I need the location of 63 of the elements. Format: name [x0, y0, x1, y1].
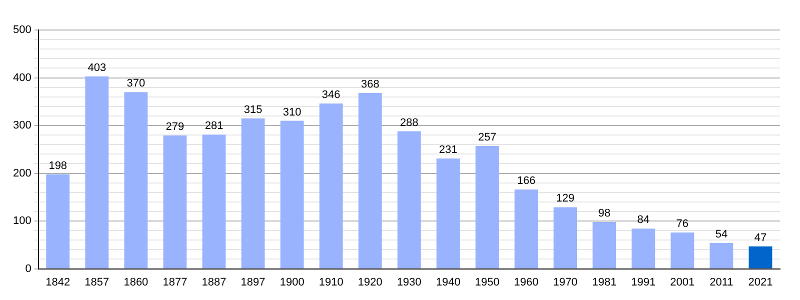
x-tick-label: 1877 [162, 276, 188, 288]
data-label: 54 [715, 228, 728, 241]
bar [592, 222, 616, 268]
x-tick-label: 1910 [318, 276, 344, 288]
y-tick-label: 300 [12, 120, 32, 132]
data-label: 315 [244, 104, 262, 116]
data-label: 231 [439, 144, 458, 156]
y-tick-label: 500 [12, 24, 32, 36]
data-label: 198 [48, 160, 68, 172]
data-label: 403 [88, 62, 106, 74]
data-label: 310 [282, 106, 302, 118]
x-tick-label: 1920 [358, 276, 382, 288]
bar [554, 207, 578, 268]
y-tick-label: 400 [12, 72, 32, 84]
y-tick-label: 0 [25, 262, 32, 275]
data-label: 84 [637, 214, 650, 226]
bar [436, 158, 460, 268]
x-tick-label: 1860 [124, 276, 148, 288]
x-tick-label: 1857 [84, 276, 110, 288]
x-tick-label: 1940 [436, 276, 460, 288]
bar [280, 120, 304, 268]
bar [397, 131, 421, 268]
bar [670, 232, 694, 268]
data-label: 98 [598, 208, 610, 220]
data-label: 368 [360, 78, 380, 91]
data-label: 279 [166, 121, 184, 134]
bar [710, 243, 734, 268]
bar [124, 92, 148, 268]
x-tick-label: 1900 [280, 276, 304, 288]
data-label: 47 [754, 232, 767, 244]
x-tick-label: 1930 [396, 276, 422, 288]
bar [163, 136, 187, 268]
x-tick-label: 1991 [631, 276, 656, 288]
x-tick-label: 2001 [670, 276, 695, 288]
bar [202, 134, 226, 268]
x-tick-label: 1897 [240, 276, 266, 288]
x-tick-label: 1842 [46, 276, 70, 288]
data-label: 257 [478, 132, 496, 144]
y-tick-label: 200 [12, 167, 32, 180]
data-label: 288 [400, 116, 418, 129]
x-tick-label: 1970 [553, 276, 578, 288]
bar [514, 190, 538, 268]
y-tick-label: 100 [12, 215, 32, 228]
x-tick-label: 1887 [202, 276, 226, 288]
bar [319, 104, 343, 268]
data-label: 129 [556, 192, 574, 205]
x-tick-label: 2021 [748, 276, 773, 288]
bar [358, 93, 382, 268]
bar [85, 76, 109, 268]
bar [241, 118, 265, 268]
data-label: 166 [517, 175, 536, 188]
bar [476, 146, 499, 268]
x-tick-label: 1981 [592, 276, 617, 288]
data-label: 76 [676, 218, 689, 230]
bar [46, 174, 70, 268]
x-tick-label: 2011 [710, 276, 734, 288]
data-label: 281 [204, 120, 224, 132]
data-label: 370 [126, 78, 146, 90]
x-tick-label: 1950 [475, 276, 500, 288]
data-label: 346 [322, 89, 340, 102]
bar [748, 246, 772, 268]
bar [632, 228, 656, 268]
x-tick-label: 1960 [514, 276, 539, 288]
